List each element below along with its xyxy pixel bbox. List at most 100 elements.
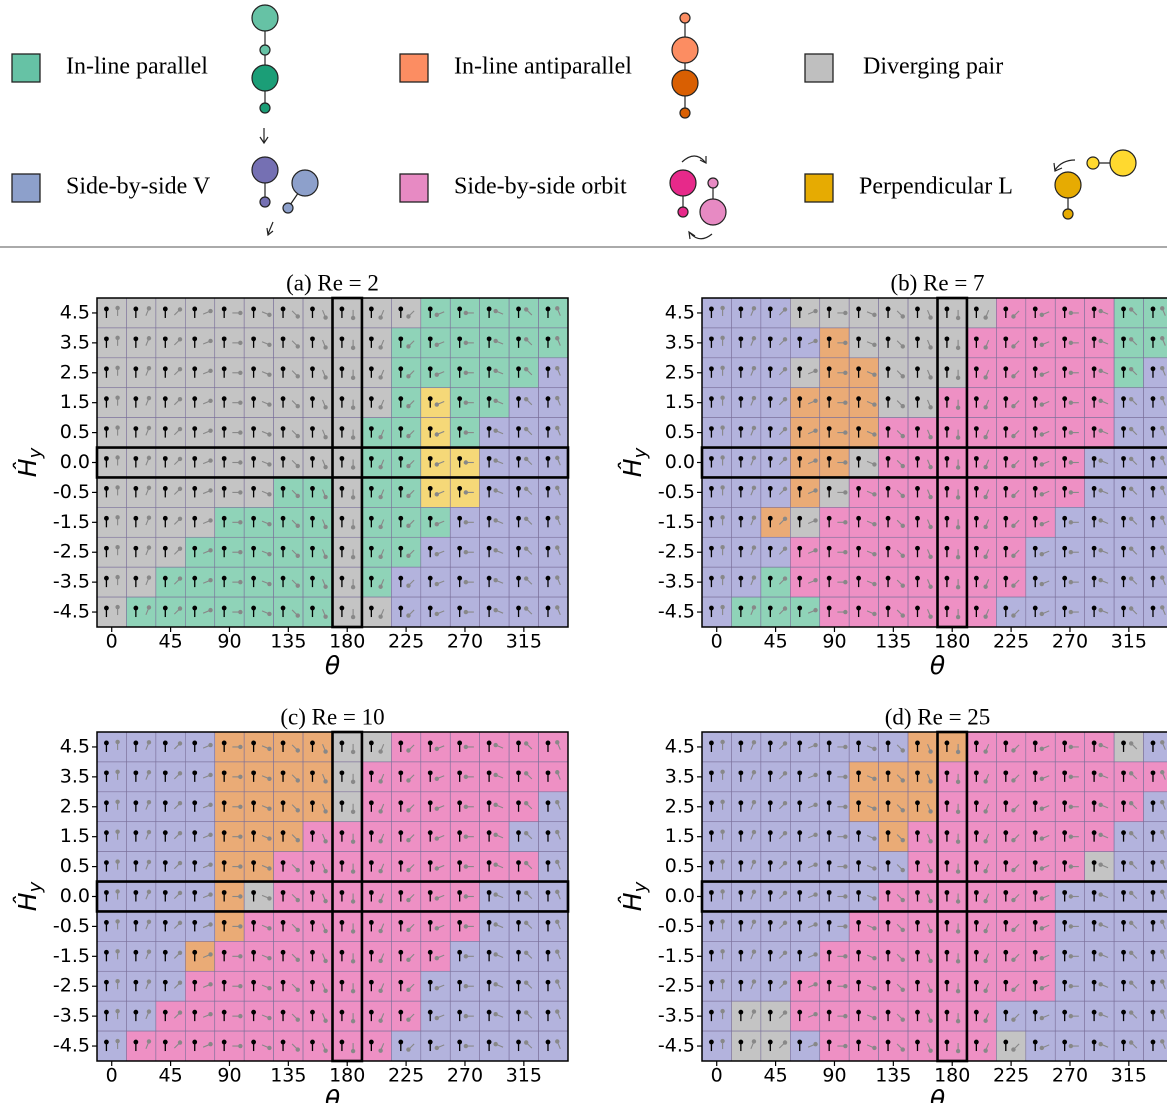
cell <box>421 477 450 507</box>
cell <box>97 732 126 762</box>
cell <box>391 298 420 328</box>
config-glyph <box>238 864 242 868</box>
cell <box>509 567 538 597</box>
config-glyph <box>555 740 559 744</box>
config-glyph <box>983 989 987 993</box>
config-glyph <box>974 486 979 491</box>
config-glyph <box>115 575 119 579</box>
config-glyph <box>133 1010 138 1015</box>
cell <box>731 822 760 852</box>
config-glyph <box>115 455 119 459</box>
cell <box>879 732 908 762</box>
config-glyph <box>147 456 151 460</box>
config-glyph <box>378 435 382 439</box>
icon-head <box>700 199 726 225</box>
config-glyph <box>516 486 521 491</box>
cell <box>761 762 790 792</box>
config-glyph <box>1062 516 1067 521</box>
config-glyph <box>1151 1040 1156 1045</box>
cell <box>97 597 126 627</box>
config-glyph <box>281 950 286 955</box>
config-glyph <box>493 428 497 432</box>
config-glyph <box>1069 745 1073 749</box>
cell <box>879 792 908 822</box>
cell <box>731 852 760 882</box>
cell <box>156 911 185 941</box>
cell <box>274 882 303 912</box>
config-glyph <box>133 830 138 835</box>
config-glyph <box>783 397 787 401</box>
cell <box>97 328 126 358</box>
icon-arrow <box>689 232 712 239</box>
icon-tail <box>678 207 688 217</box>
config-glyph <box>1069 400 1073 404</box>
config-glyph <box>738 307 743 312</box>
config-glyph <box>133 741 138 746</box>
cell <box>908 388 937 418</box>
config-glyph <box>208 518 212 522</box>
cell <box>1085 1001 1114 1031</box>
config-glyph <box>1151 980 1156 985</box>
cell <box>908 822 937 852</box>
config-glyph <box>983 959 987 963</box>
cell <box>362 358 391 388</box>
config-glyph <box>956 839 960 843</box>
cell <box>303 507 332 537</box>
config-glyph <box>783 771 787 775</box>
config-glyph <box>464 430 468 434</box>
config-glyph <box>1069 341 1073 345</box>
config-glyph <box>1121 830 1126 835</box>
config-glyph <box>1011 314 1015 318</box>
cell <box>879 477 908 507</box>
cell <box>333 477 362 507</box>
config-glyph <box>267 313 271 317</box>
config-glyph <box>340 307 345 312</box>
config-glyph <box>378 495 382 499</box>
x-tick-label: 45 <box>159 1065 183 1087</box>
cell <box>539 822 568 852</box>
cell <box>731 941 760 971</box>
config-glyph <box>323 1019 327 1023</box>
cell <box>97 762 126 792</box>
x-tick-label: 180 <box>934 631 970 653</box>
config-glyph <box>956 435 960 439</box>
config-glyph <box>192 860 197 865</box>
config-glyph <box>457 366 462 371</box>
cell <box>1144 732 1167 762</box>
config-glyph <box>340 456 345 461</box>
config-glyph <box>1121 1010 1126 1015</box>
config-glyph <box>709 890 714 895</box>
config-glyph <box>886 920 891 925</box>
config-glyph <box>1062 860 1067 865</box>
config-glyph <box>104 456 109 461</box>
cell <box>156 941 185 971</box>
cell <box>1144 971 1167 1001</box>
config-glyph <box>1003 456 1008 461</box>
config-glyph <box>555 486 559 490</box>
cell <box>126 597 155 627</box>
cell <box>362 882 391 912</box>
config-glyph <box>104 606 109 611</box>
config-glyph <box>546 546 551 551</box>
config-glyph <box>310 307 315 312</box>
cell <box>391 597 420 627</box>
config-glyph <box>251 307 256 312</box>
config-glyph <box>323 614 327 618</box>
config-glyph <box>813 833 817 837</box>
config-glyph <box>340 426 345 431</box>
cell <box>908 762 937 792</box>
config-glyph <box>827 456 832 461</box>
cell <box>333 298 362 328</box>
config-glyph <box>351 780 355 784</box>
cell <box>126 448 155 478</box>
config-glyph <box>493 608 497 612</box>
config-glyph <box>546 576 551 581</box>
cell <box>879 911 908 941</box>
cell <box>1026 911 1055 941</box>
config-glyph <box>974 426 979 431</box>
config-glyph <box>192 1040 197 1045</box>
config-glyph <box>1092 516 1097 521</box>
config-glyph <box>464 745 468 749</box>
cell <box>303 567 332 597</box>
config-glyph <box>238 520 242 524</box>
